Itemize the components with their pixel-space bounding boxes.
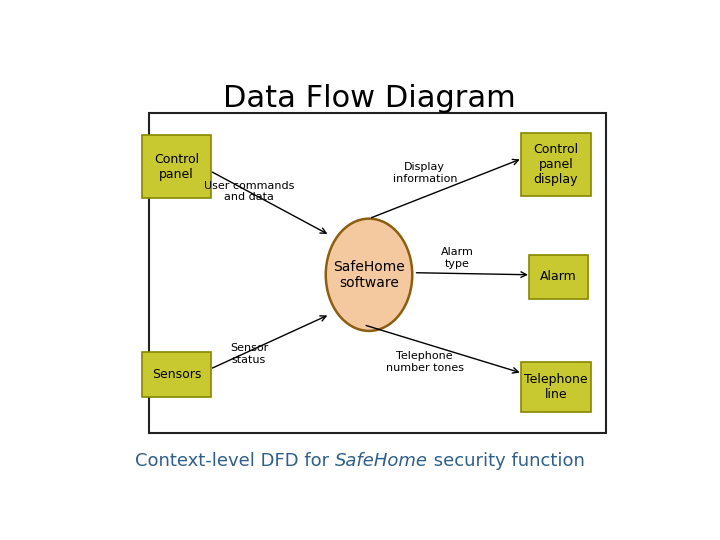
FancyBboxPatch shape bbox=[521, 133, 591, 196]
FancyBboxPatch shape bbox=[142, 352, 212, 397]
Text: SafeHome
software: SafeHome software bbox=[333, 260, 405, 290]
FancyBboxPatch shape bbox=[521, 362, 591, 412]
Text: security function: security function bbox=[428, 451, 585, 470]
Text: Telephone
line: Telephone line bbox=[524, 373, 588, 401]
Text: Alarm: Alarm bbox=[540, 271, 577, 284]
Text: User commands
and data: User commands and data bbox=[204, 181, 294, 202]
Text: Control
panel
display: Control panel display bbox=[534, 143, 578, 186]
Text: Data Flow Diagram: Data Flow Diagram bbox=[222, 84, 516, 112]
Text: Display
information: Display information bbox=[392, 162, 457, 184]
FancyBboxPatch shape bbox=[142, 136, 212, 198]
FancyBboxPatch shape bbox=[148, 113, 606, 433]
Text: Control
panel: Control panel bbox=[154, 153, 199, 181]
Text: Telephone
number tones: Telephone number tones bbox=[386, 352, 464, 373]
Ellipse shape bbox=[325, 219, 413, 331]
Text: SafeHome: SafeHome bbox=[335, 451, 428, 470]
FancyBboxPatch shape bbox=[529, 255, 588, 299]
Text: Alarm
type: Alarm type bbox=[441, 247, 474, 269]
Text: Sensors: Sensors bbox=[152, 368, 201, 381]
Text: Sensor
status: Sensor status bbox=[230, 343, 268, 364]
Text: Context-level DFD for: Context-level DFD for bbox=[135, 451, 335, 470]
